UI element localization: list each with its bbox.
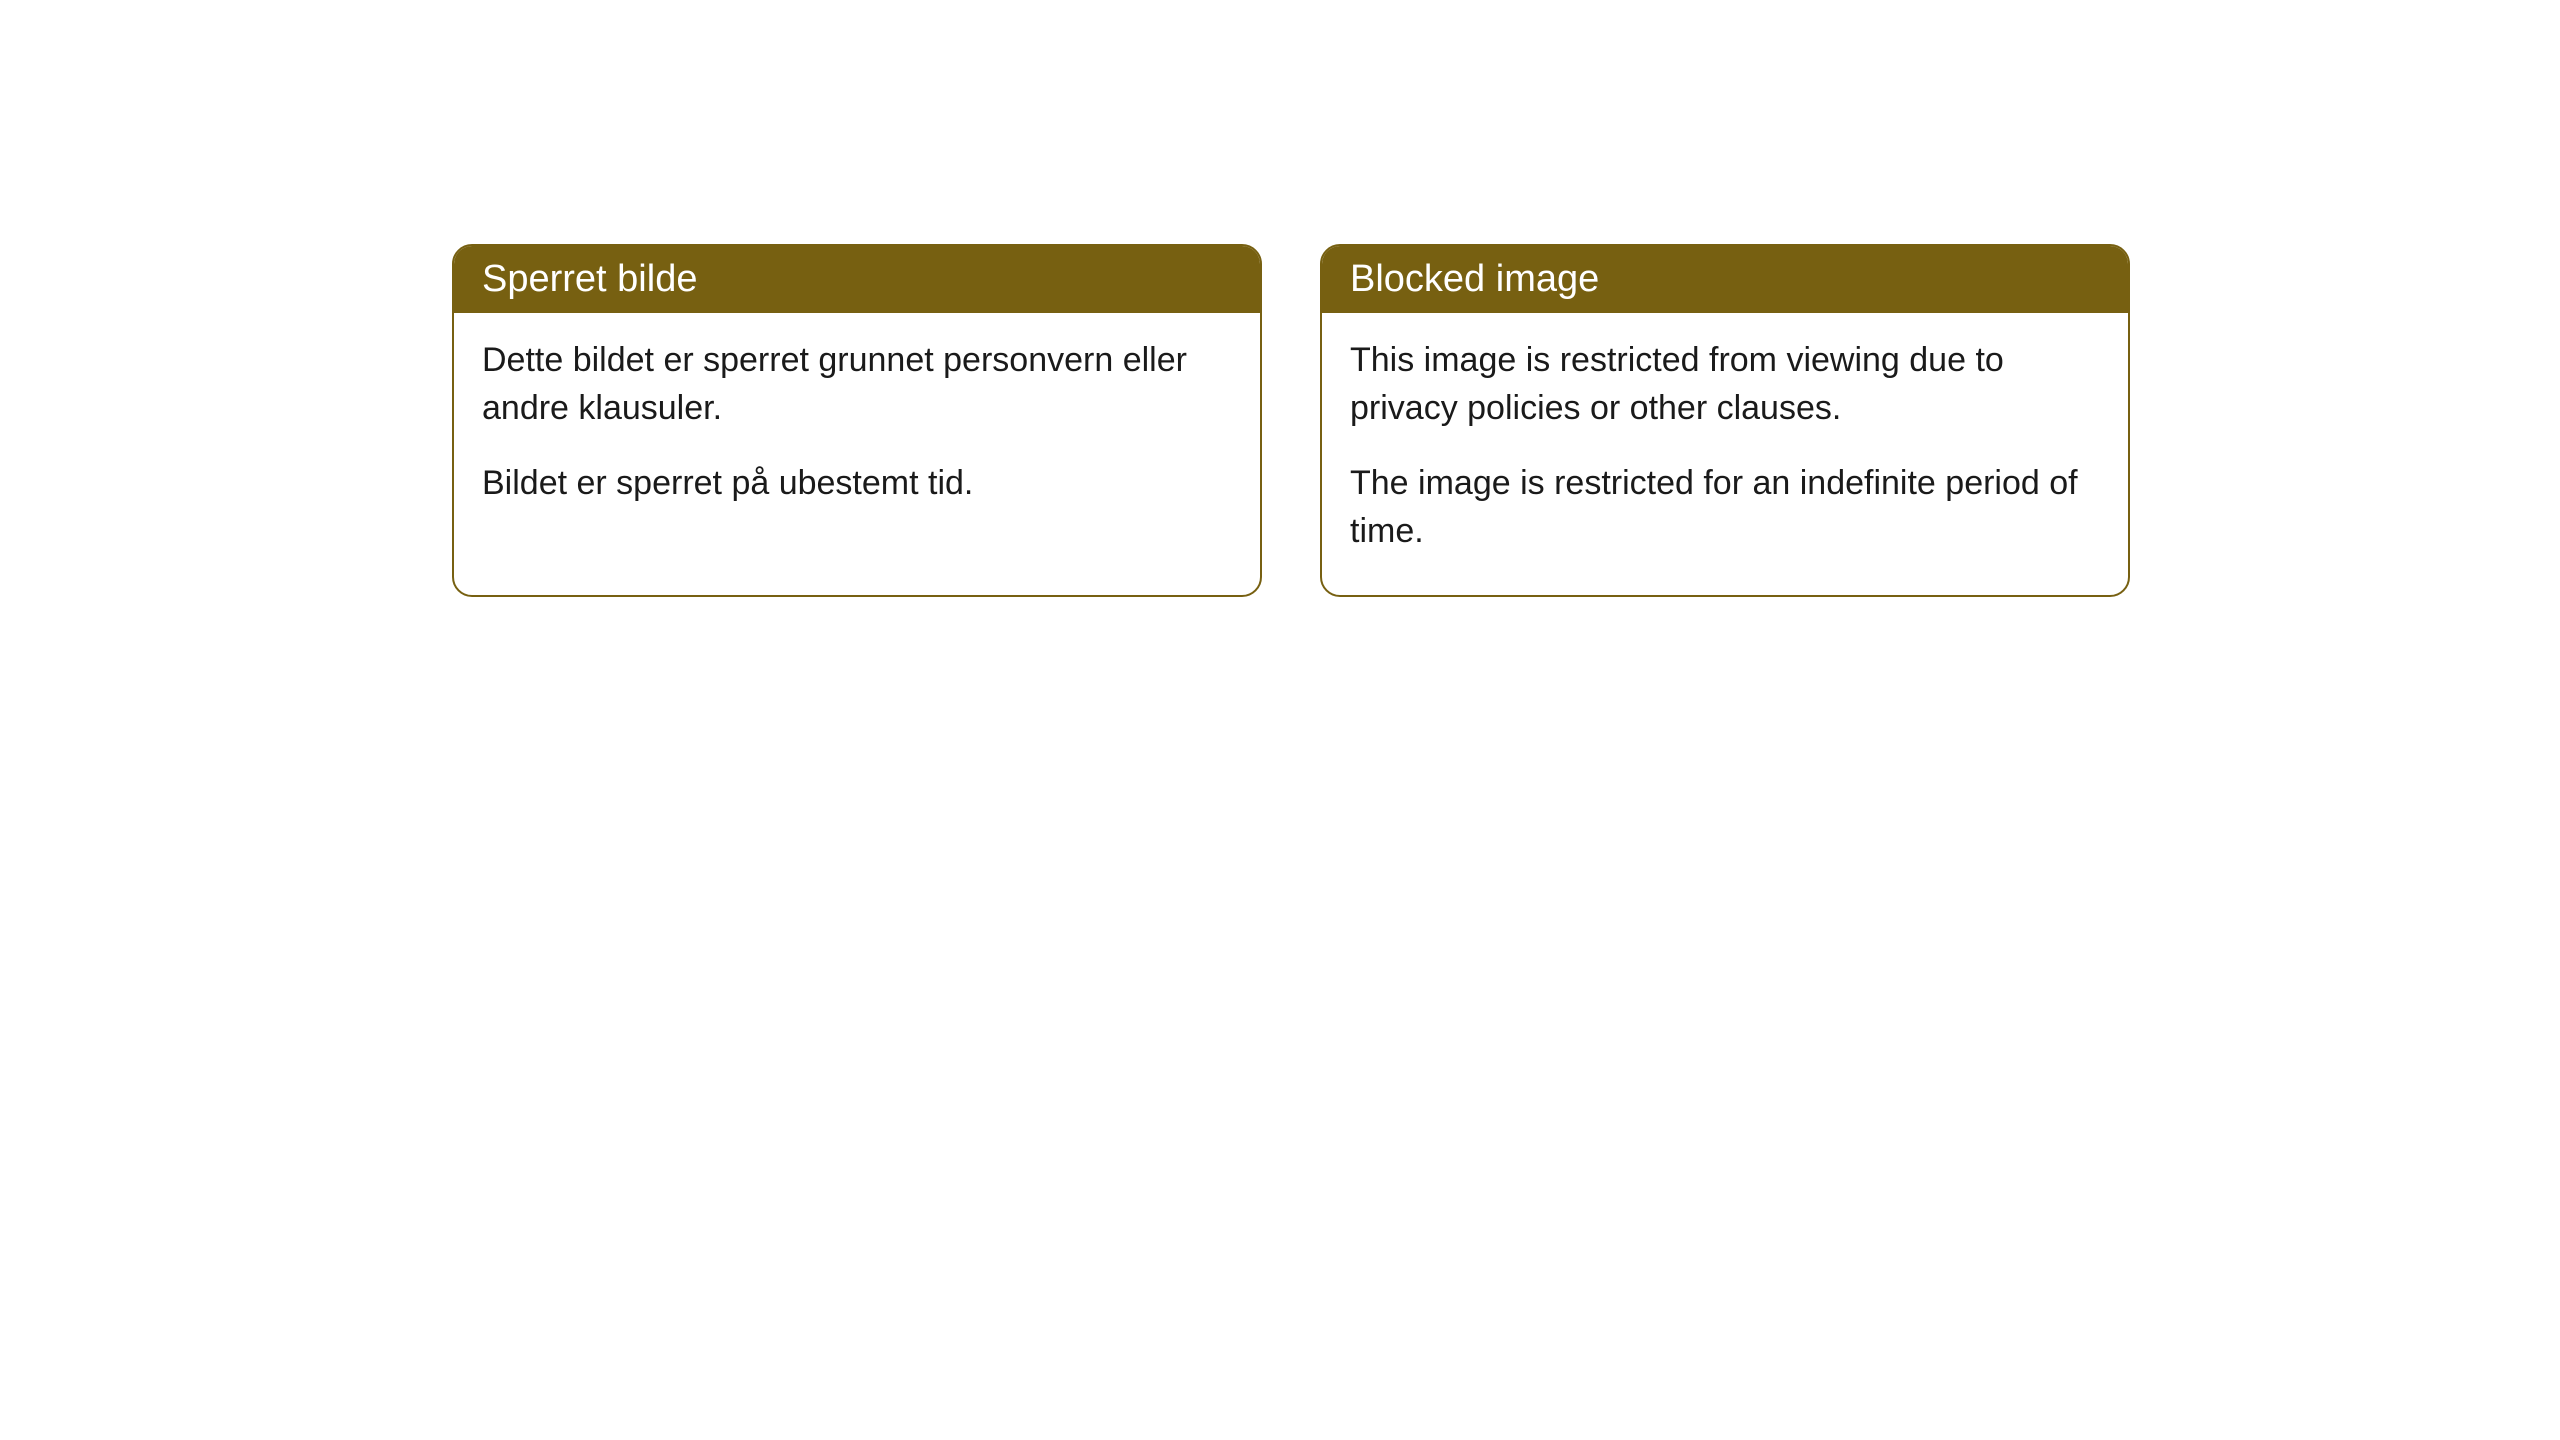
card-text-1: Dette bildet er sperret grunnet personve…: [482, 337, 1232, 432]
card-text-1: This image is restricted from viewing du…: [1350, 337, 2100, 432]
card-header-english: Blocked image: [1322, 246, 2128, 313]
card-container: Sperret bilde Dette bildet er sperret gr…: [452, 244, 2130, 597]
card-body-norwegian: Dette bildet er sperret grunnet personve…: [454, 313, 1260, 548]
card-text-2: Bildet er sperret på ubestemt tid.: [482, 460, 1232, 508]
card-text-2: The image is restricted for an indefinit…: [1350, 460, 2100, 555]
card-header-norwegian: Sperret bilde: [454, 246, 1260, 313]
blocked-image-card-norwegian: Sperret bilde Dette bildet er sperret gr…: [452, 244, 1262, 597]
card-title: Blocked image: [1350, 258, 1599, 300]
card-title: Sperret bilde: [482, 258, 697, 300]
blocked-image-card-english: Blocked image This image is restricted f…: [1320, 244, 2130, 597]
card-body-english: This image is restricted from viewing du…: [1322, 313, 2128, 595]
